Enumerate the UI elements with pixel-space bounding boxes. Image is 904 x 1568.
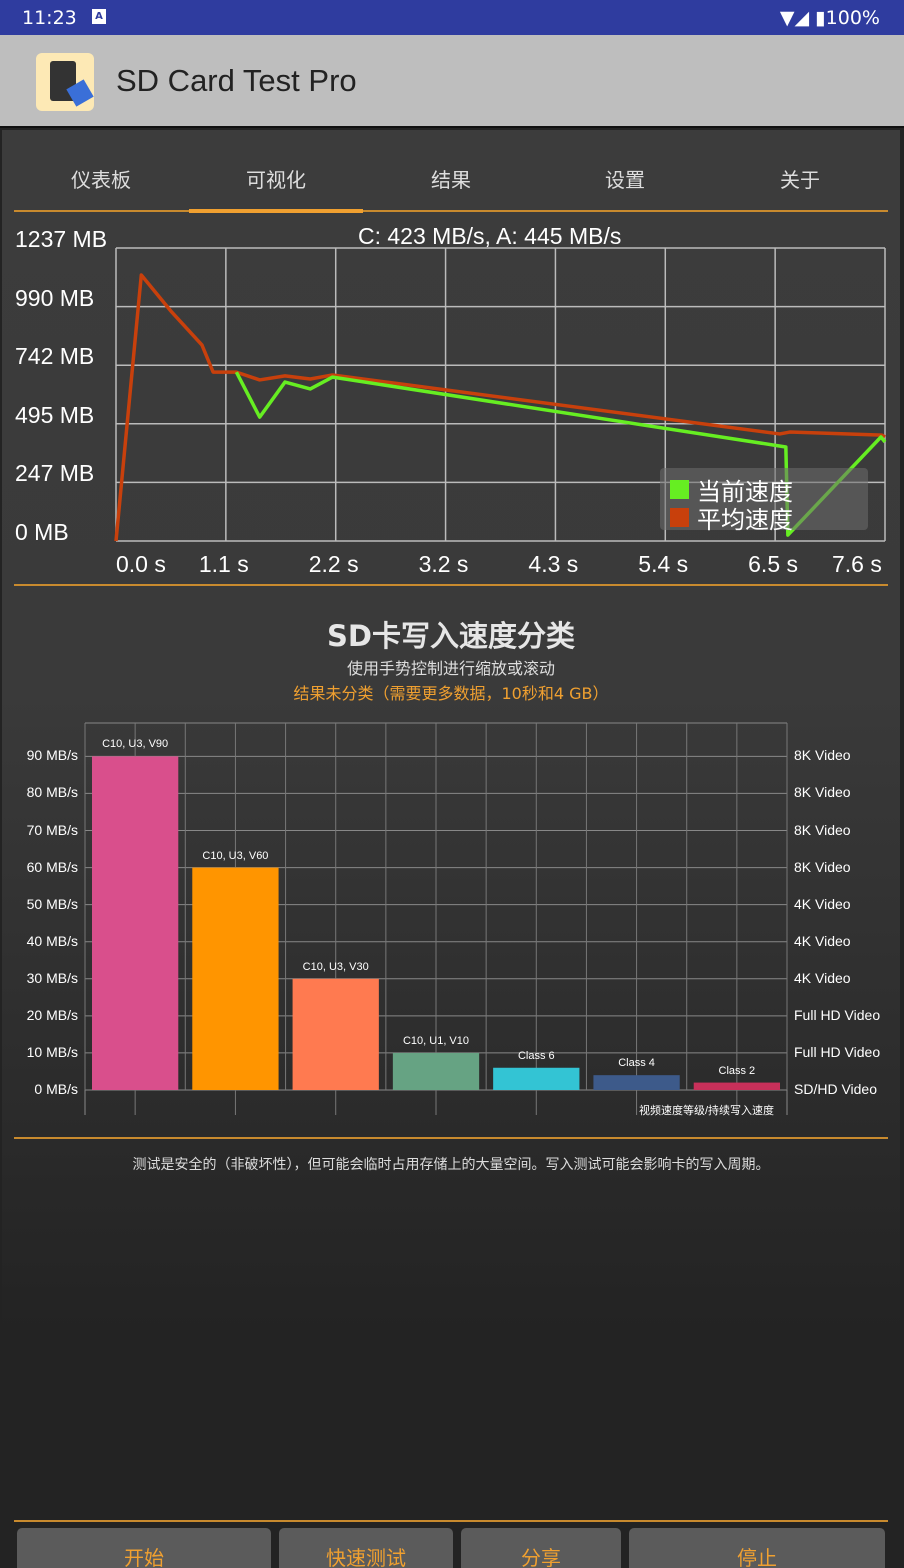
sd-card-pro-icon: [36, 53, 94, 111]
battery-level: 100%: [825, 7, 880, 29]
right-tick-label: SD/HD Video: [794, 1081, 878, 1097]
right-tick-label: 8K Video: [794, 747, 851, 764]
stop-button[interactable]: 停止: [629, 1528, 885, 1568]
bar-chart-title: SD卡写入速度分类: [327, 619, 575, 653]
x-tick-label: 0.0 s: [116, 551, 166, 577]
divider: [14, 1520, 888, 1522]
bar-label: Class 6: [517, 1049, 555, 1062]
right-tick-label: 4K Video: [794, 895, 851, 912]
chart-legend: 当前速度 平均速度: [660, 468, 868, 534]
legend-current: 当前速度: [670, 472, 793, 507]
y-tick-label: 1237 MB: [15, 226, 108, 252]
bar-chart-subtitle: 使用手势控制进行缩放或滚动: [346, 659, 555, 678]
tab-bar: 仪表板 可视化 结果 设置 关于: [14, 130, 888, 213]
x-tick-label: 3.2 s: [418, 551, 469, 577]
legend-label: 当前速度: [697, 478, 793, 506]
bar: [92, 756, 179, 1090]
divider: [14, 584, 888, 586]
tab-settings[interactable]: 设置: [605, 168, 645, 192]
y-tick-label: 60 MB/s: [26, 858, 78, 875]
right-tick-label: 8K Video: [794, 784, 851, 801]
right-tick-label: 4K Video: [794, 932, 851, 949]
bar-label: C10, U3, V30: [302, 960, 369, 973]
y-tick-label: 40 MB/s: [26, 932, 78, 949]
legend-swatch: [670, 508, 689, 527]
classification-warning: 结果未分类（需要更多数据，10秒和4 GB）: [293, 684, 609, 703]
y-tick-label: 495 MB: [15, 401, 95, 428]
y-tick-label: 20 MB/s: [26, 1006, 78, 1023]
tab-about[interactable]: 关于: [780, 168, 820, 192]
speed-line-chart: [114, 247, 887, 542]
bar-label: C10, U1, V10: [402, 1034, 470, 1047]
main-content: 仪表板 可视化 结果 设置 关于 C: 423 MB/s, A: 445 MB/…: [2, 130, 900, 1568]
y-tick-label: 10 MB/s: [26, 1043, 78, 1060]
bar: [593, 1075, 680, 1090]
y-tick-label: 247 MB: [15, 460, 95, 487]
status-time: 11:23: [22, 7, 77, 29]
series-line-average: [114, 273, 886, 542]
status-bar: 11:23 A ▼◢ ▮100%: [0, 0, 904, 35]
bar-xlabel: 视频速度等级/持续写入速度: [639, 1105, 775, 1117]
bar: [392, 1052, 480, 1090]
x-tick-label: 6.5 s: [748, 551, 799, 577]
divider: [14, 1137, 888, 1139]
y-tick-label: 50 MB/s: [26, 895, 78, 912]
legend-swatch: [670, 480, 689, 499]
y-tick-label: 80 MB/s: [26, 784, 78, 801]
right-tick-label: 8K Video: [794, 821, 851, 838]
footer-note: 测试是安全的（非破坏性），但可能会临时占用存储上的大量空间。写入测试可能会影响卡…: [132, 1157, 770, 1173]
legend-average: 平均速度: [670, 500, 793, 535]
y-tick-label: 0 MB: [15, 519, 69, 545]
battery-icon: ▮: [815, 7, 826, 29]
x-tick-label: 1.1 s: [198, 551, 249, 577]
right-tick-label: Full HD Video: [794, 1006, 881, 1023]
bar-label: Class 2: [718, 1064, 756, 1077]
x-tick-label: 4.3 s: [528, 551, 579, 577]
status-right: ▼◢ ▮100%: [780, 7, 880, 29]
bar: [192, 867, 279, 1090]
right-tick-label: 4K Video: [794, 969, 851, 986]
tab-dashboard[interactable]: 仪表板: [71, 168, 131, 192]
start-button[interactable]: 开始: [17, 1528, 271, 1568]
y-tick-label: 30 MB/s: [26, 969, 78, 986]
bar-label: Class 4: [618, 1057, 655, 1070]
wifi-icon: ▼◢: [779, 7, 810, 29]
x-tick-label: 2.2 s: [308, 551, 359, 577]
speed-class-bar-chart: [84, 722, 788, 1115]
x-tick-label: 7.6 s: [832, 551, 882, 577]
legend-label: 平均速度: [697, 506, 793, 534]
y-tick-label: 0 MB/s: [34, 1081, 78, 1097]
tab-results[interactable]: 结果: [431, 168, 471, 192]
bar-label: C10, U3, V90: [102, 738, 169, 751]
bar: [693, 1082, 780, 1090]
bar: [292, 978, 379, 1090]
quick-test-button[interactable]: 快速测试: [279, 1528, 453, 1568]
tab-visualization[interactable]: 可视化: [189, 164, 363, 213]
bar: [493, 1067, 580, 1090]
app-title: SD Card Test Pro: [116, 63, 357, 98]
right-tick-label: Full HD Video: [794, 1043, 881, 1060]
y-tick-label: 90 MB/s: [26, 747, 78, 764]
y-tick-label: 990 MB: [15, 284, 95, 311]
y-tick-label: 742 MB: [15, 343, 95, 370]
app-bar: SD Card Test Pro: [0, 35, 904, 128]
share-button[interactable]: 分享: [461, 1528, 621, 1568]
notification-icon: A: [92, 9, 106, 24]
y-tick-label: 70 MB/s: [26, 821, 78, 838]
bar-label: C10, U3, V60: [202, 849, 269, 862]
line-chart-title: C: 423 MB/s, A: 445 MB/s: [358, 223, 622, 249]
right-tick-label: 8K Video: [794, 858, 851, 875]
x-tick-label: 5.4 s: [638, 551, 689, 577]
